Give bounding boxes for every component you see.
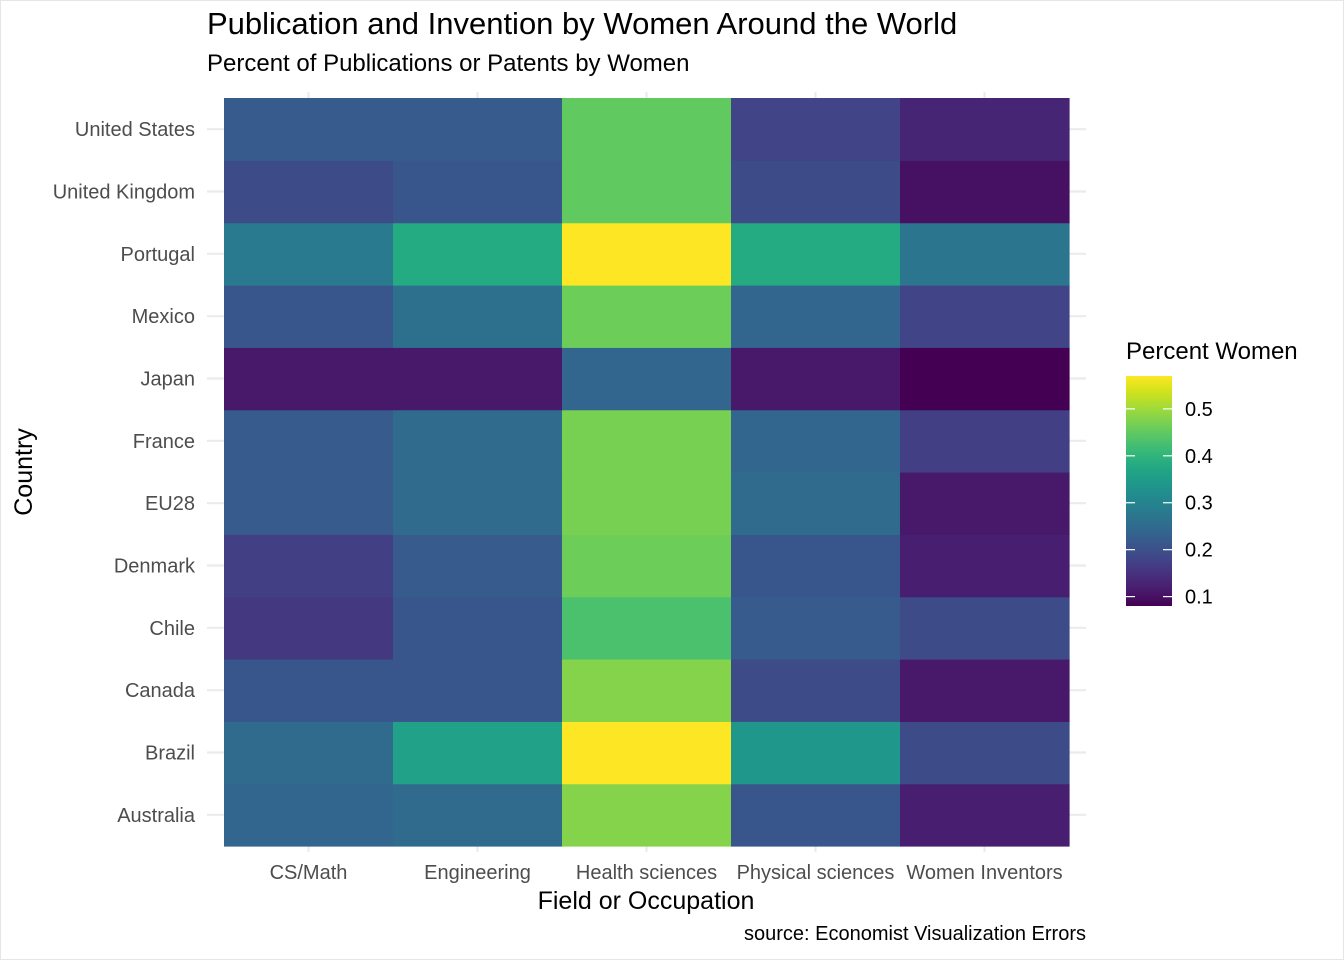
heatmap-cell: [393, 659, 563, 722]
heatmap-cell: [393, 409, 563, 473]
heatmap-cell: [900, 98, 1070, 161]
heatmap-cell: [731, 659, 901, 722]
heatmap-cell: [562, 472, 732, 535]
legend-ticks: 0.1 0.2 0.3 0.4 0.5: [1126, 399, 1213, 609]
legend-title: Percent Women: [1126, 338, 1298, 365]
y-tick-label: EU28: [145, 493, 195, 515]
y-tick-labels: Australia Brazil Canada Chile Denmark EU28 Fra…: [53, 119, 196, 827]
heatmap-cell: [224, 659, 394, 722]
x-tick-labels: CS/Math Engineering Health sciences Physica…: [270, 862, 1063, 884]
heatmap-cell: [224, 285, 394, 348]
heatmap-cell: [393, 783, 563, 847]
heatmap-cell: [731, 222, 901, 286]
heatmap-cell: [562, 160, 732, 224]
heatmap-cell: [900, 472, 1070, 535]
x-tick-label: Women Inventors: [906, 862, 1062, 884]
y-tick-label: United States: [75, 119, 195, 141]
chart-caption: source: Economist Visualization Errors: [744, 923, 1086, 945]
y-tick-label: Mexico: [132, 306, 195, 328]
heatmap-cell: [393, 160, 563, 224]
heatmap-cell: [224, 534, 394, 598]
heatmap-cell: [900, 160, 1070, 224]
heatmap-cell: [562, 347, 732, 411]
heatmap-cell: [731, 596, 901, 660]
legend-tick-label: 0.2: [1185, 540, 1213, 562]
chart-subtitle: Percent of Publications or Patents by Wo…: [207, 50, 690, 77]
heatmap-cell: [731, 409, 901, 473]
heatmap-cell: [731, 783, 901, 847]
heatmap-cell: [224, 472, 394, 535]
x-axis-title: Field or Occupation: [538, 887, 755, 915]
heatmap-cell: [562, 409, 732, 473]
heatmap-cell: [224, 222, 394, 286]
x-tick-label: Physical sciences: [737, 862, 895, 884]
heatmap-cell: [224, 347, 394, 411]
legend-tick-label: 0.4: [1185, 446, 1213, 468]
legend-tick-label: 0.5: [1185, 399, 1213, 421]
heatmap-cell: [900, 783, 1070, 847]
heatmap-cell: [731, 534, 901, 598]
heatmap-cells: [224, 98, 1070, 847]
y-tick-label: Denmark: [114, 556, 196, 578]
y-tick-label: Chile: [149, 618, 195, 640]
heatmap-cell: [562, 285, 732, 348]
heatmap-cell: [393, 285, 563, 348]
heatmap-cell: [900, 409, 1070, 473]
heatmap-cell: [393, 347, 563, 411]
heatmap-cell: [900, 534, 1070, 598]
x-tick-label: CS/Math: [270, 862, 348, 884]
heatmap-cell: [562, 783, 732, 847]
heatmap-cell: [393, 721, 563, 785]
heatmap-cell: [900, 596, 1070, 660]
x-tick-label: Engineering: [424, 862, 531, 884]
heatmap-cell: [224, 409, 394, 473]
y-tick-label: France: [133, 431, 195, 453]
heatmap-cell: [731, 721, 901, 785]
heatmap-cell: [393, 596, 563, 660]
heatmap-cell: [900, 347, 1070, 411]
heatmap-cell: [900, 285, 1070, 348]
y-tick-label: Brazil: [145, 743, 195, 765]
heatmap-cell: [393, 222, 563, 286]
heatmap-cell: [731, 472, 901, 535]
y-axis-title: Country: [10, 428, 38, 516]
heatmap-cell: [224, 596, 394, 660]
heatmap-cell: [562, 98, 732, 161]
heatmap-cell: [900, 721, 1070, 785]
heatmap-cell: [731, 160, 901, 224]
legend-tick-label: 0.3: [1185, 493, 1213, 515]
heatmap-cell: [900, 222, 1070, 286]
heatmap-cell: [731, 347, 901, 411]
y-tick-label: Canada: [125, 680, 196, 702]
chart-title: Publication and Invention by Women Aroun…: [207, 6, 958, 41]
heatmap-cell: [224, 721, 394, 785]
heatmap-cell: [562, 534, 732, 598]
heatmap-cell: [900, 659, 1070, 722]
y-tick-label: Portugal: [121, 244, 196, 266]
heatmap-cell: [393, 534, 563, 598]
legend-tick-label: 0.1: [1185, 587, 1213, 609]
heatmap-cell: [224, 783, 394, 847]
heatmap-cell: [562, 222, 732, 286]
heatmap-cell: [224, 98, 394, 161]
legend-colorbar: [1126, 376, 1172, 606]
heatmap-cell: [562, 596, 732, 660]
heatmap-cell: [562, 721, 732, 785]
heatmap-cell: [731, 98, 901, 161]
y-tick-label: Australia: [117, 805, 196, 827]
y-tick-label: Japan: [141, 369, 196, 391]
heatmap-cell: [731, 285, 901, 348]
heatmap-cell: [224, 160, 394, 224]
x-tick-label: Health sciences: [576, 862, 717, 884]
y-tick-label: United Kingdom: [53, 182, 195, 204]
heatmap-cell: [393, 472, 563, 535]
heatmap-cell: [393, 98, 563, 161]
heatmap-cell: [562, 659, 732, 722]
